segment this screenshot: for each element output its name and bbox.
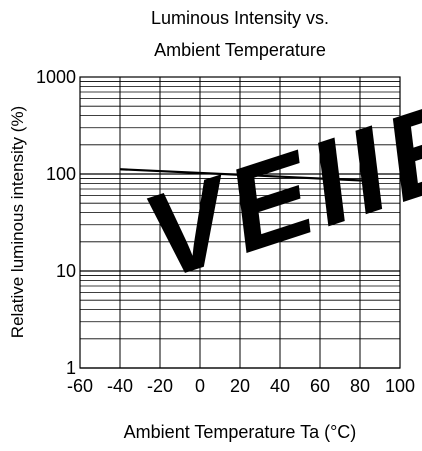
y-tick-labels: 1 10 100 1000 — [36, 67, 76, 378]
x-tick-label: 40 — [270, 376, 290, 396]
x-tick-label: 60 — [310, 376, 330, 396]
series-layer — [119, 168, 371, 182]
series-line — [119, 168, 371, 182]
x-tick-label: -60 — [67, 376, 93, 396]
y-tick-label: 100 — [46, 164, 76, 184]
x-tick-label: 0 — [195, 376, 205, 396]
plot-border — [79, 76, 401, 369]
y-tick-label: 1000 — [36, 67, 76, 87]
x-tick-labels: -60 -40 -20 0 20 40 60 80 100 — [67, 376, 415, 396]
x-tick-label: -40 — [107, 376, 133, 396]
y-axis-label: Relative luminous intensity (%) — [8, 106, 27, 338]
y-tick-label: 1 — [66, 358, 76, 378]
x-tick-label: 20 — [230, 376, 250, 396]
x-axis-label: Ambient Temperature Ta (°C) — [124, 422, 357, 442]
x-tick-label: 80 — [350, 376, 370, 396]
x-tick-label: -20 — [147, 376, 173, 396]
x-tick-label: 100 — [385, 376, 415, 396]
chart-title-line-2: Ambient Temperature — [154, 40, 326, 60]
chart-title-line-1: Luminous Intensity vs. — [151, 8, 329, 28]
y-tick-label: 10 — [56, 261, 76, 281]
plot-frame — [79, 76, 401, 369]
